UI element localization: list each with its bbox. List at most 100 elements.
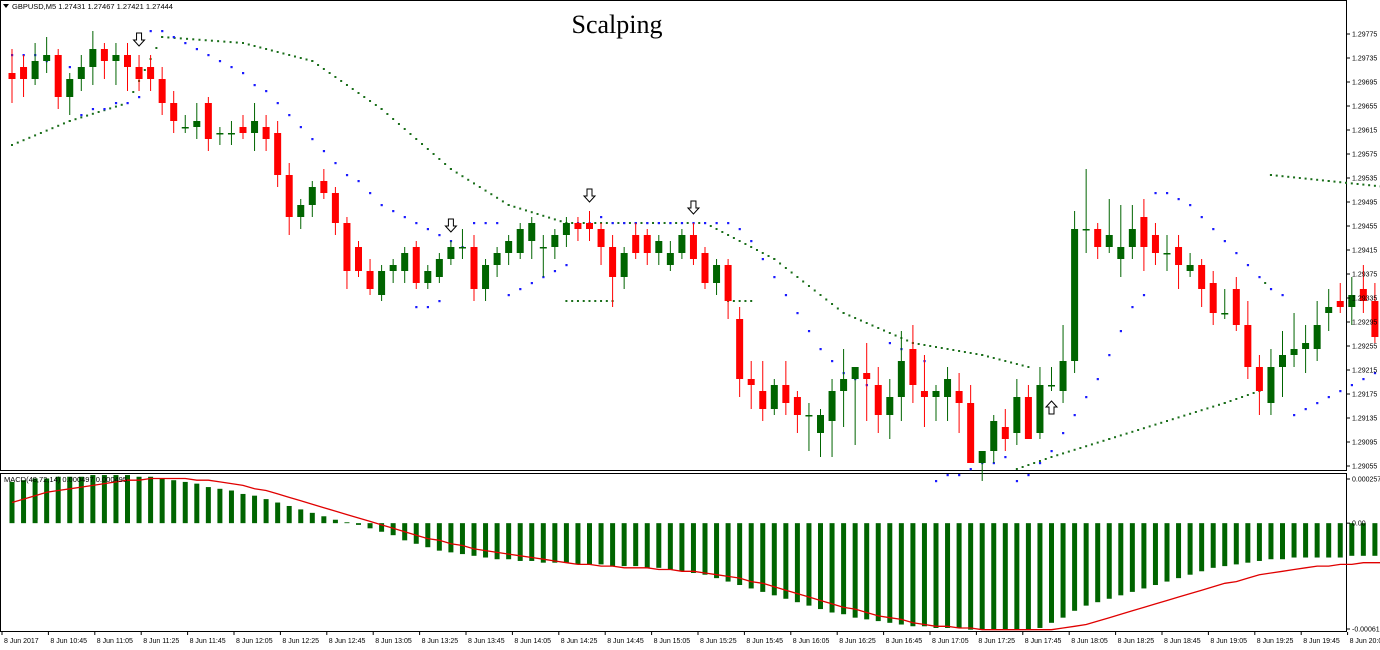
- macd-histogram-bar: [737, 523, 743, 586]
- psar-slow-dot: [854, 317, 857, 319]
- psar-slow-dot: [293, 55, 296, 58]
- psar-slow-dot: [426, 148, 429, 150]
- macd-histogram-bar: [1049, 523, 1054, 623]
- psar-fast-dot: [345, 174, 349, 177]
- psar-slow-dot: [836, 307, 839, 310]
- psar-fast-dot: [784, 294, 788, 297]
- chart-menu-arrow[interactable]: [3, 4, 9, 8]
- psar-fast-dot: [1200, 216, 1203, 219]
- macd-histogram-bar: [448, 523, 454, 553]
- psar-slow-dot: [386, 113, 389, 115]
- psar-fast-dot: [565, 264, 568, 267]
- macd-histogram-bar: [1326, 523, 1332, 558]
- candle-body: [1313, 325, 1321, 349]
- macd-histogram-bar: [125, 475, 130, 524]
- psar-slow-dot: [223, 40, 226, 43]
- psar-slow-dot: [652, 222, 655, 224]
- psar-slow-dot: [565, 300, 568, 302]
- macd-histogram-bar: [1106, 523, 1112, 599]
- psar-fast-dot: [1177, 198, 1180, 201]
- psar-fast-dot: [704, 222, 707, 225]
- psar-fast-dot: [1246, 264, 1250, 267]
- psar-slow-dot: [744, 243, 747, 245]
- psar-slow-dot: [299, 57, 302, 59]
- macd-histogram-bar: [1303, 523, 1309, 558]
- candle-body: [1198, 265, 1206, 289]
- psar-slow-dot: [80, 116, 83, 119]
- psar-slow-dot: [1056, 454, 1059, 457]
- macd-histogram-bar: [44, 478, 50, 524]
- psar-slow-dot: [559, 220, 562, 223]
- psar-slow-dot: [1010, 361, 1013, 364]
- psar-fast-dot: [1073, 414, 1076, 417]
- psar-fast-dot: [438, 234, 441, 237]
- candle-body: [331, 193, 339, 223]
- candle-body: [990, 421, 998, 451]
- psar-slow-dot: [524, 209, 527, 212]
- macd-axis: 0.000257 0.00 -0.000616: [1346, 477, 1380, 634]
- candle-body: [1186, 265, 1194, 271]
- macd-histogram-bar: [21, 480, 27, 524]
- candle-body: [897, 361, 905, 397]
- time-tick-label: 8 Jun 12:25: [282, 638, 319, 645]
- candle-body: [747, 379, 755, 385]
- candle-body: [297, 205, 305, 217]
- psar-fast-dot: [415, 222, 418, 225]
- macd-histogram-bar: [540, 523, 546, 563]
- psar-fast-dot: [484, 222, 487, 225]
- psar-fast-dot: [1050, 450, 1053, 453]
- macd-histogram-bar: [1141, 523, 1147, 589]
- psar-fast-dot: [1096, 378, 1099, 381]
- psar-slow-dot: [848, 314, 851, 317]
- psar-slow-dot: [179, 37, 182, 40]
- psar-slow-dot: [1212, 405, 1215, 408]
- time-tick-label: 8 Jun 13:45: [468, 638, 505, 645]
- macd-histogram-bar: [1349, 523, 1355, 556]
- psar-fast-dot: [91, 108, 95, 111]
- psar-fast-dot: [1038, 462, 1042, 465]
- psar-slow-dot: [109, 107, 112, 110]
- candle-body: [1267, 367, 1275, 403]
- psar-slow-dot: [969, 352, 972, 354]
- time-tick-label: 8 Jun 11:45: [190, 638, 226, 645]
- psar-slow-dot: [761, 252, 764, 254]
- candle-body: [620, 253, 628, 277]
- macd-histogram-bar: [425, 523, 431, 548]
- psar-fast-dot: [403, 216, 406, 219]
- macd-histogram-bar: [760, 523, 766, 592]
- psar-slow-dot: [467, 178, 470, 181]
- candle-body: [909, 349, 917, 385]
- psar-fast-dot: [473, 222, 476, 225]
- candle-body: [701, 253, 709, 283]
- candle-body: [447, 247, 455, 259]
- macd-histogram-bar: [829, 523, 835, 613]
- macd-plot-area: [9, 475, 1380, 631]
- macd-histogram-bar: [933, 523, 939, 628]
- psar-slow-dot: [132, 91, 135, 93]
- candle-body: [424, 271, 432, 283]
- psar-slow-dot: [1362, 183, 1365, 186]
- macd-histogram-bar: [55, 476, 61, 524]
- psar-slow-dot: [328, 72, 331, 74]
- psar-fast-dot: [253, 84, 256, 87]
- time-tick-label: 8 Jun 15:45: [746, 638, 783, 645]
- psar-fast-dot: [1316, 402, 1319, 405]
- psar-slow-dot: [883, 329, 886, 332]
- psar-slow-dot: [1241, 396, 1244, 398]
- macd-histogram-bar: [1129, 523, 1135, 592]
- macd-histogram-bar: [1256, 523, 1262, 561]
- candle-body: [944, 379, 952, 397]
- candle-body: [505, 241, 513, 253]
- candle-body: [655, 241, 663, 253]
- price-tick-label: 1.29655: [1352, 104, 1377, 111]
- macd-histogram-bar: [1337, 523, 1343, 558]
- psar-slow-dot: [946, 348, 949, 350]
- psar-slow-dot: [1102, 439, 1105, 442]
- macd-histogram-bar: [148, 476, 154, 524]
- psar-slow-dot: [906, 339, 909, 342]
- macd-histogram-bar: [1095, 523, 1101, 603]
- macd-histogram-bar: [1072, 523, 1078, 611]
- candle-body: [736, 319, 744, 379]
- price-tick-label: 1.29215: [1352, 368, 1377, 375]
